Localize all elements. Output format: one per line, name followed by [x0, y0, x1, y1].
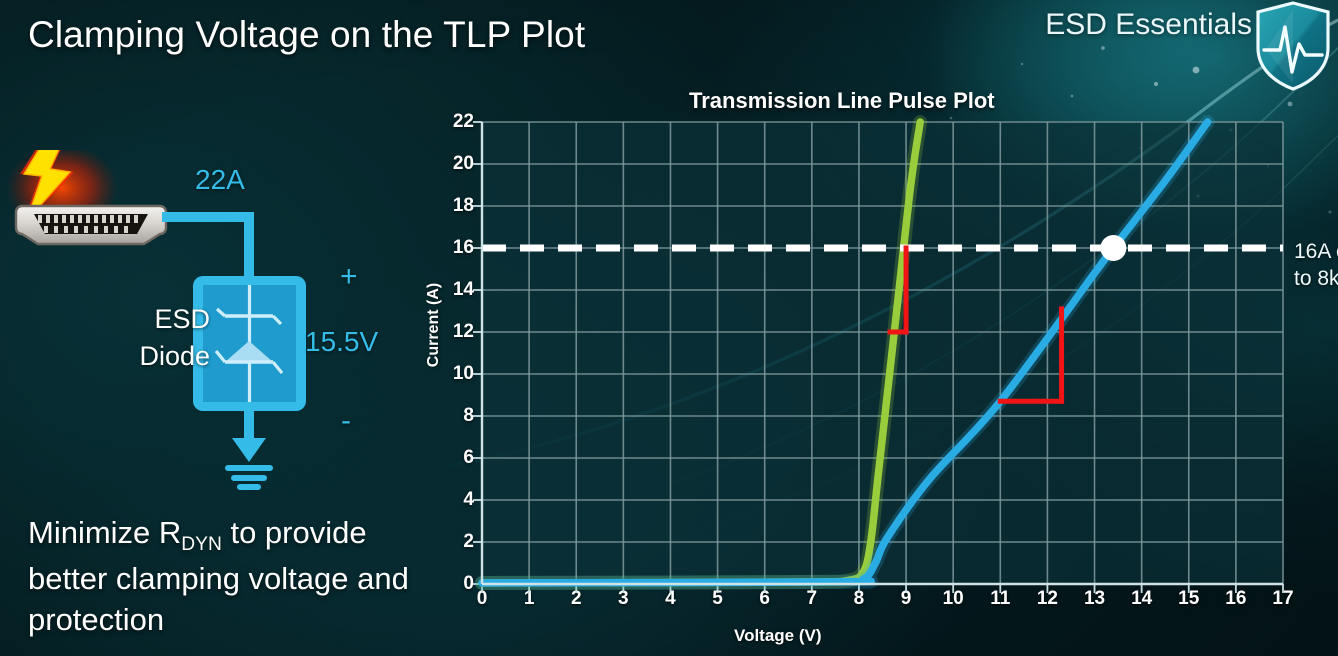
- device-label-line2: Diode: [139, 341, 210, 372]
- page-title: Clamping Voltage on the TLP Plot: [28, 14, 586, 55]
- x-axis-label: Voltage (V): [734, 626, 822, 645]
- brand-label: ESD Essentials: [1045, 8, 1252, 41]
- y-tick-label: 20: [452, 153, 474, 174]
- takeaway-note: Minimize RDYN to provide better clamping…: [28, 512, 428, 640]
- x-tick-label: 14: [1131, 588, 1153, 609]
- y-tick-label: 8: [463, 405, 474, 426]
- x-tick-label: 13: [1083, 588, 1106, 609]
- hdmi-connector-icon: [14, 204, 168, 246]
- x-tick-label: 6: [759, 588, 770, 609]
- green-slope-triangle: [887, 245, 909, 335]
- device-label-line1: ESD: [154, 304, 210, 334]
- x-tick-label: 0: [476, 588, 488, 609]
- x-tick-label: 4: [665, 588, 676, 609]
- plot-area: [473, 115, 1284, 593]
- esd-protection-circuit-diagram: 22A ESD Diode 15.5V + -: [0, 150, 420, 510]
- clamping-point-marker: [1100, 235, 1127, 261]
- takeaway-note-subscript: DYN: [181, 534, 222, 556]
- x-axis-ticks: 0 1 2 3 4 5 6 7 8 9 10 11 12 13 14 15 16 17: [477, 588, 1294, 616]
- callout-line1: 16A corresponds: [1294, 240, 1338, 263]
- x-tick-label: 8: [853, 588, 865, 609]
- polarity-plus-label: +: [340, 260, 358, 293]
- blue-slope-triangle: [997, 306, 1065, 404]
- x-tick-label: 1: [523, 588, 535, 609]
- polarity-minus-label: -: [341, 404, 351, 437]
- device-label: ESD Diode: [100, 301, 210, 376]
- clamping-voltage-label: 15.5V: [305, 326, 379, 357]
- x-tick-label: 17: [1272, 588, 1294, 609]
- y-axis-ticks: 0 2 4 6 8 10 12 14 16 18 20 22: [442, 111, 474, 594]
- y-tick-label: 18: [452, 195, 474, 216]
- y-tick-label: 16: [452, 237, 474, 258]
- x-tick-label: 11: [990, 588, 1011, 609]
- x-tick-label: 7: [806, 588, 818, 609]
- surge-current-label: 22A: [195, 164, 245, 195]
- tick-marks: [473, 121, 1284, 593]
- y-tick-label: 12: [452, 321, 474, 342]
- axis-lines: [480, 122, 1283, 586]
- y-axis-label: Current (A): [425, 282, 442, 368]
- y-tick-label: 4: [463, 489, 474, 510]
- tlp-chart: Transmission Line Pulse Plot Current (A)…: [404, 88, 1338, 656]
- x-tick-label: 3: [618, 588, 629, 609]
- x-tick-label: 5: [712, 588, 723, 609]
- y-tick-label: 0: [463, 573, 474, 594]
- x-tick-label: 15: [1178, 588, 1200, 609]
- y-tick-label: 10: [452, 363, 474, 384]
- takeaway-note-suffix: to provide better clamping voltage and p…: [28, 515, 409, 637]
- tvs-zener-diode-icon: [193, 276, 306, 411]
- plot-canvas: [473, 115, 1284, 593]
- ground-symbol-icon: [225, 408, 273, 490]
- chart-title: Transmission Line Pulse Plot: [689, 88, 995, 113]
- y-tick-label: 14: [452, 279, 474, 300]
- callout-line2: to 8kV IEC: [1294, 267, 1338, 291]
- takeaway-note-prefix: Minimize R: [28, 515, 182, 550]
- x-tick-label: 12: [1036, 588, 1058, 609]
- x-tick-label: 9: [900, 588, 912, 609]
- y-tick-label: 22: [452, 111, 474, 132]
- x-tick-label: 16: [1225, 588, 1247, 609]
- y-tick-label: 2: [463, 531, 474, 552]
- shield-pulse-icon: [1254, 0, 1332, 92]
- x-tick-label: 10: [942, 588, 964, 609]
- clamping-point-callout: 16A corresponds to 8kV IEC: [1294, 238, 1338, 293]
- y-tick-label: 6: [463, 447, 474, 468]
- x-tick-label: 2: [570, 588, 582, 609]
